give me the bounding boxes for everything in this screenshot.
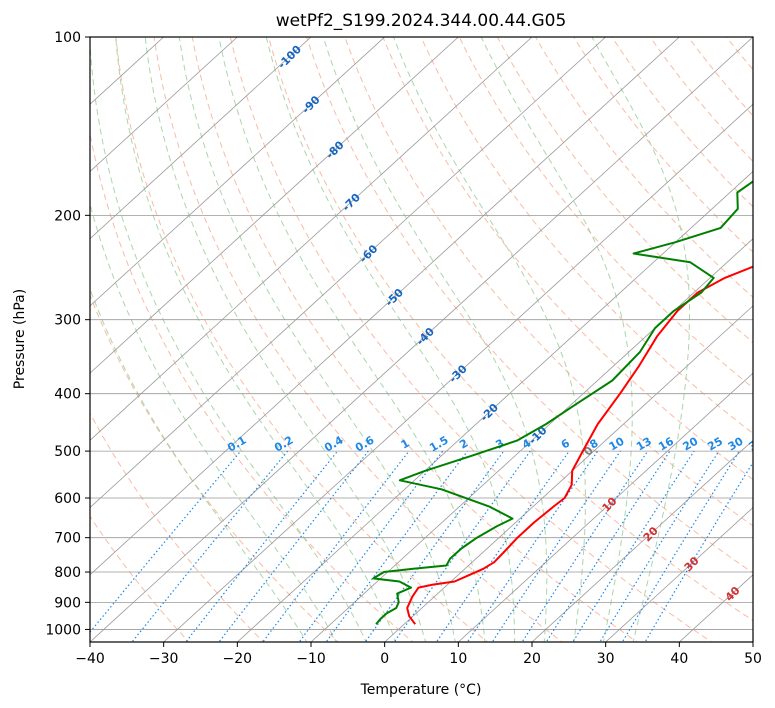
dry-adiabat	[90, 412, 265, 642]
y-tick-label: 700	[54, 531, 81, 547]
x-tick-label: −20	[223, 651, 253, 667]
y-tick-label: 500	[54, 444, 81, 460]
dry-adiabat	[115, 37, 489, 642]
mixing-ratio-line	[364, 450, 505, 642]
mixing-ratio-label: 25	[705, 435, 725, 454]
x-tick-label: 10	[449, 651, 467, 667]
plot-area: 0.1 0.2 0.4 0.6 1 1.5 2 3 4 6 8 10 13 16 20 25 30 36-100-…	[90, 24, 775, 645]
isotherm	[310, 238, 753, 642]
x-tick-label: 40	[670, 651, 688, 667]
mixing-ratio-line	[185, 450, 339, 642]
mixing-ratio-line	[521, 450, 649, 642]
mixing-ratio-line	[131, 450, 289, 642]
mixing-ratio-label: 1	[399, 437, 412, 452]
dry-adiabat	[90, 515, 190, 642]
mixing-ratio-label: 20	[681, 434, 701, 453]
dry-adiabat	[90, 131, 414, 642]
isotherm	[531, 439, 753, 642]
isotherm	[90, 37, 385, 307]
temperature-profile	[406, 265, 753, 625]
moist-adiabat	[90, 287, 308, 642]
y-tick-label: 300	[54, 313, 81, 329]
y-tick-label: 200	[54, 208, 81, 224]
mixing-ratio-line	[572, 450, 695, 642]
mixing-ratio-line	[325, 450, 468, 642]
y-axis: 100 200 300 400 500 600 700 800 900 1000	[45, 30, 90, 638]
dry-adiabat	[191, 37, 638, 642]
mixing-ratio-line	[621, 450, 740, 642]
dewpoint-profile	[372, 180, 753, 625]
x-tick-label: −40	[75, 651, 105, 667]
isotherm	[90, 37, 533, 441]
x-axis-label: Temperature (°C)	[360, 682, 482, 698]
mixing-ratio-line	[545, 450, 671, 642]
mixing-ratio-line	[90, 450, 242, 633]
isotherm	[90, 37, 753, 642]
mixing-ratio-label: 16	[656, 434, 676, 453]
isotherm	[163, 103, 753, 642]
dry-adiabat	[496, 37, 753, 344]
x-tick-label: 50	[744, 651, 762, 667]
dry-adiabat	[649, 37, 753, 163]
dry-adiabat	[420, 37, 753, 435]
x-tick-label: 0	[380, 651, 389, 667]
isotherm	[384, 305, 753, 642]
isotherm	[90, 37, 459, 374]
y-tick-label: 400	[54, 387, 81, 403]
dry-adiabat	[382, 37, 753, 481]
dry-adiabat	[687, 37, 753, 117]
mixing-ratio-line	[262, 450, 410, 642]
y-tick-label: 800	[54, 565, 81, 581]
mixing-ratio-line	[491, 450, 621, 642]
dry-adiabat	[267, 37, 753, 622]
y-axis-label: Pressure (hPa)	[12, 289, 28, 389]
mixing-ratio-line	[644, 461, 753, 642]
x-tick-label: 30	[597, 651, 615, 667]
y-tick-label: 600	[54, 491, 81, 507]
dry-adiabat	[535, 37, 753, 298]
isotherm	[90, 37, 312, 240]
moist-adiabat	[90, 37, 367, 642]
x-tick-label: −10	[296, 651, 326, 667]
x-axis: −40 −30 −20 −10 0 10 20 30 40 50	[75, 642, 762, 667]
mixing-ratio-line	[435, 450, 570, 642]
mixing-ratio-line	[298, 450, 444, 642]
isotherm	[90, 37, 238, 172]
mixing-ratio-line	[393, 450, 531, 642]
dry-adiabat	[725, 37, 753, 71]
mixing-ratio-label: 13	[634, 435, 654, 454]
mixing-ratio-line	[599, 450, 720, 642]
x-tick-label: 20	[523, 651, 541, 667]
mixing-ratio-line	[466, 450, 599, 642]
isotherm	[458, 372, 753, 642]
moist-adiabat	[265, 37, 516, 642]
y-tick-label: 900	[54, 595, 81, 611]
isotherm	[237, 170, 753, 642]
isotherm	[90, 37, 680, 576]
dry-adiabat	[229, 37, 713, 642]
y-tick-label: 1000	[45, 622, 81, 638]
dry-adiabat	[754, 24, 775, 645]
plot-frame	[89, 36, 754, 643]
isotherm	[605, 507, 753, 642]
dry-adiabat	[344, 37, 753, 527]
mixing-ratio-label: 10	[607, 434, 627, 453]
mixing-ratio-line	[218, 450, 369, 642]
chart-title: wetPf2_S199.2024.344.00.44.G05	[276, 11, 567, 31]
mixing-ratio-label: 6	[559, 436, 572, 451]
dry-adiabat	[306, 37, 753, 574]
mixing-ratio-label: 36	[746, 434, 766, 453]
x-tick-label: −30	[149, 651, 179, 667]
moist-adiabat	[90, 202, 338, 642]
mixing-ratio-label: 2	[457, 437, 470, 452]
isotherm	[90, 37, 606, 509]
isotherm	[752, 641, 753, 642]
mixing-ratio-label: 30	[726, 434, 746, 453]
y-tick-label: 100	[54, 30, 81, 46]
